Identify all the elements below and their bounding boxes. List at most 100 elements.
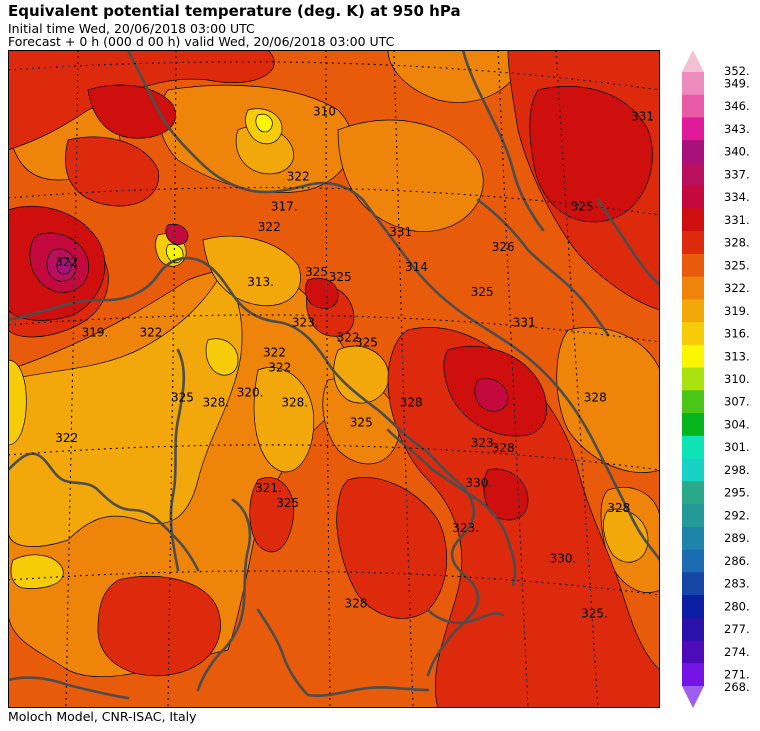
- contour-label: 325: [471, 285, 494, 299]
- contour-label: 330.: [466, 476, 493, 490]
- contour-label: 322: [287, 170, 310, 184]
- legend-swatch: [682, 595, 704, 619]
- legend-swatch: [682, 390, 704, 414]
- contour-label: 323.: [452, 521, 479, 535]
- legend-label: 349.: [724, 76, 750, 90]
- legend-swatch: [682, 435, 704, 460]
- field-band-340: [56, 257, 72, 275]
- legend-label: 340.: [724, 145, 750, 159]
- contour-label: 328.: [281, 396, 308, 410]
- legend-swatch: [682, 299, 704, 323]
- legend-label: 271.: [724, 668, 750, 682]
- legend-swatch: [682, 231, 704, 255]
- legend-label: 334.: [724, 190, 750, 204]
- contour-label: 322: [55, 255, 78, 269]
- legend-label: 325.: [724, 258, 750, 272]
- legend-swatch: [682, 504, 704, 528]
- legend-label: 313.: [724, 349, 750, 363]
- contour-label: 325: [355, 335, 378, 349]
- legend-label: 310.: [724, 372, 750, 386]
- initial-time: Initial time Wed, 20/06/2018 03:00 UTC: [8, 21, 255, 36]
- legend-swatch: [682, 162, 704, 187]
- legend-swatch: [682, 686, 704, 708]
- legend-swatch: [682, 50, 704, 72]
- legend-label: 289.: [724, 531, 750, 545]
- contour-label: 331: [389, 225, 412, 239]
- contour-label: 326: [492, 240, 515, 254]
- contour-label: 322: [140, 325, 163, 339]
- contour-label: 325: [571, 200, 594, 214]
- legend-swatch: [682, 458, 704, 482]
- legend-label: 298.: [724, 463, 750, 477]
- legend-swatch: [682, 322, 704, 346]
- legend-swatch: [682, 549, 704, 573]
- legend-swatch: [682, 253, 704, 278]
- coastlines: [8, 50, 660, 700]
- legend-label: 277.: [724, 622, 750, 636]
- legend-swatch: [682, 526, 704, 551]
- contour-label: 322: [268, 361, 291, 375]
- legend-label: 292.: [724, 508, 750, 522]
- contour-label: 328: [607, 501, 630, 515]
- contour-label: 323.: [471, 436, 498, 450]
- model-credit: Moloch Model, CNR-ISAC, Italy: [8, 709, 197, 724]
- contour-label: 328.: [203, 396, 230, 410]
- legend-swatch: [682, 140, 704, 164]
- contour-label: 328.: [345, 597, 372, 611]
- legend-swatch: [682, 663, 704, 687]
- legend-label: 280.: [724, 599, 750, 613]
- legend-label: 304.: [724, 417, 750, 431]
- legend-label: 316.: [724, 327, 750, 341]
- legend-label: 328.: [724, 236, 750, 250]
- legend-label: 343.: [724, 122, 750, 136]
- contour-label: 322: [258, 220, 281, 234]
- legend-label: 295.: [724, 486, 750, 500]
- contour-label: 328: [400, 396, 423, 410]
- contour-label: 319.: [82, 325, 109, 339]
- contour-label: 325: [329, 270, 352, 284]
- legend-label: 331.: [724, 213, 750, 227]
- legend-swatch: [682, 94, 704, 118]
- legend-label: 286.: [724, 554, 750, 568]
- legend-label: 319.: [724, 304, 750, 318]
- legend-swatch: [682, 572, 704, 596]
- contour-label: 321.: [255, 481, 282, 495]
- contour-label: 331: [513, 315, 536, 329]
- contour-label: 328: [584, 391, 607, 405]
- contour-label: 323.: [292, 315, 319, 329]
- legend-swatch: [682, 617, 704, 642]
- contour-label: 325: [171, 391, 194, 405]
- legend-label: 301.: [724, 440, 750, 454]
- legend-swatch: [682, 481, 704, 505]
- legend-swatch: [682, 276, 704, 300]
- forecast-valid-time: Forecast + 0 h (000 d 00 h) valid Wed, 2…: [8, 34, 395, 49]
- legend-label: 346.: [724, 99, 750, 113]
- graticule: [8, 50, 660, 708]
- legend-label: 283.: [724, 577, 750, 591]
- contour-label: 330.: [550, 551, 577, 565]
- color-legend: 352.349. 346. 343. 340. 337. 334. 331. 328. 325.…: [682, 50, 750, 708]
- legend-swatch: [682, 117, 704, 141]
- contour-label: 328: [492, 441, 515, 455]
- legend-swatch: [682, 367, 704, 391]
- legend-label: 322.: [724, 281, 750, 295]
- legend-swatch: [682, 413, 704, 437]
- contour-label: 331: [631, 109, 654, 123]
- contour-label: 314: [405, 260, 428, 274]
- contour-label: 325.: [581, 607, 608, 621]
- contour-label: 320.: [237, 386, 264, 400]
- contour-label: 325: [350, 416, 373, 430]
- contour-label: 313.: [247, 275, 274, 289]
- legend-swatch: [682, 640, 704, 664]
- legend-swatch: [682, 72, 704, 96]
- contour-label: 325: [276, 496, 299, 510]
- legend-label: 337.: [724, 167, 750, 181]
- legend-label: 307.: [724, 395, 750, 409]
- legend-label: 274.: [724, 645, 750, 659]
- map-frame: [8, 50, 660, 708]
- legend-label: 268.: [724, 680, 750, 694]
- contour-label: 322: [263, 345, 286, 359]
- contour-label: 322: [337, 330, 360, 344]
